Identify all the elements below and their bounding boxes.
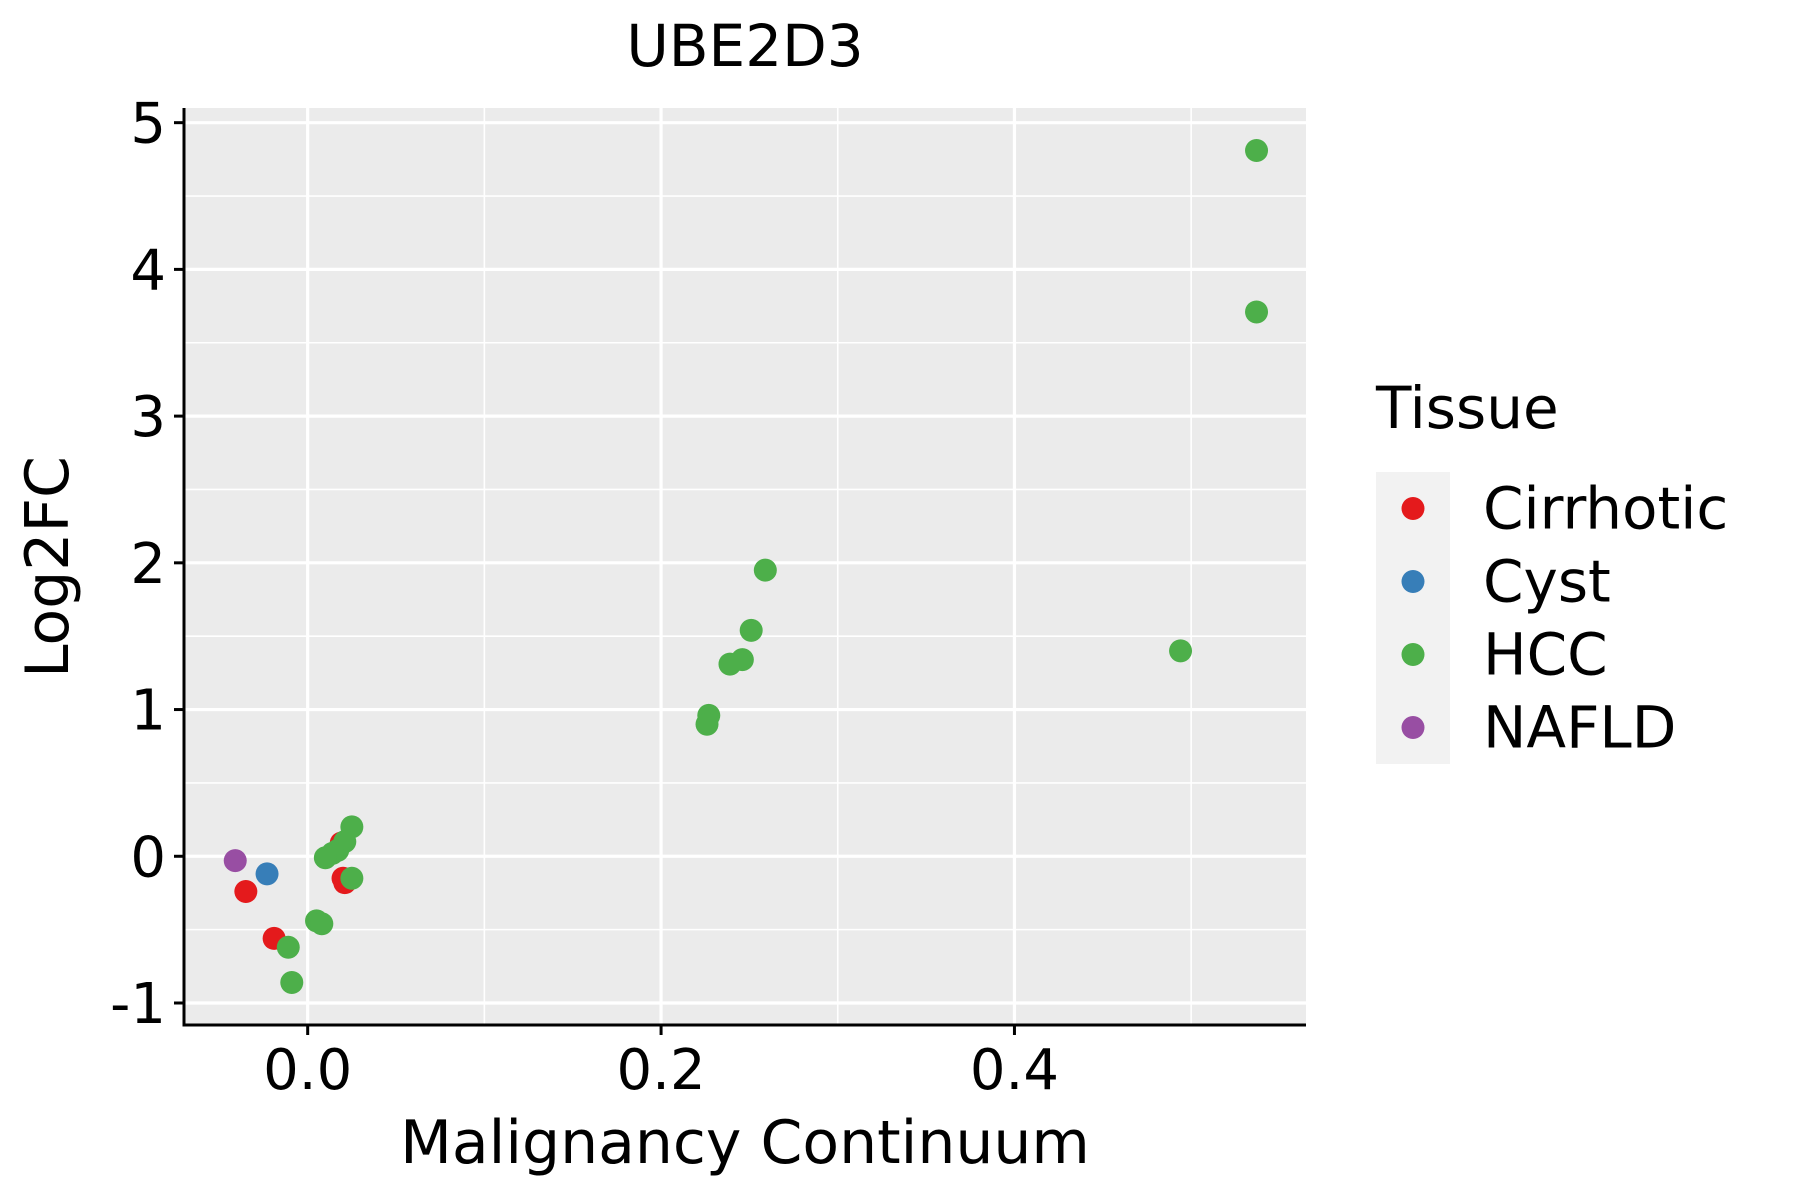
series-nafld	[223, 849, 247, 873]
legend-label-hcc: HCC	[1483, 621, 1608, 689]
legend-key-background	[1376, 472, 1450, 764]
data-point-hcc	[718, 652, 742, 676]
plot-panel	[184, 108, 1306, 1025]
data-point-hcc	[1169, 639, 1193, 663]
data-point-hcc	[340, 866, 364, 890]
x-tick-label: 0.0	[263, 1038, 352, 1103]
data-point-cyst	[255, 862, 279, 886]
data-point-hcc	[313, 846, 337, 870]
data-points	[223, 139, 1269, 994]
x-tick-label: 0.2	[617, 1038, 706, 1103]
y-tick-label: 3	[130, 385, 166, 450]
chart-title: UBE2D3	[626, 12, 863, 80]
series-hcc	[276, 139, 1269, 994]
y-tick-label: 2	[130, 532, 166, 597]
legend-key-hcc	[1401, 643, 1425, 666]
y-axis-label: Log2FC	[13, 456, 83, 678]
data-point-hcc	[1245, 139, 1269, 163]
y-tick-label: -1	[110, 972, 166, 1037]
y-tick-label: 1	[130, 679, 166, 744]
x-tick-label: 0.4	[970, 1038, 1059, 1103]
data-point-hcc	[280, 970, 304, 994]
data-point-hcc	[739, 618, 763, 642]
legend-label-cirrhotic: Cirrhotic	[1483, 475, 1728, 543]
legend-key-nafld	[1401, 716, 1425, 739]
data-point-hcc	[753, 558, 777, 582]
data-point-hcc	[276, 935, 300, 959]
legend-label-cyst: Cyst	[1483, 548, 1611, 616]
panel-background	[184, 108, 1306, 1025]
data-point-nafld	[223, 849, 247, 873]
legend-key-cyst	[1401, 570, 1425, 593]
y-tick-label: 0	[130, 825, 166, 890]
data-point-hcc	[695, 712, 719, 736]
data-point-hcc	[310, 912, 334, 936]
legend-title: Tissue	[1375, 374, 1559, 442]
data-point-cirrhotic	[234, 879, 258, 903]
legend-key-cirrhotic	[1401, 497, 1425, 520]
y-tick-label: 4	[130, 238, 166, 303]
axes: -1 0 1 2 3 4 5 0.0 0.2 0.4	[110, 92, 1306, 1103]
series-cyst	[255, 862, 279, 886]
data-point-hcc	[1245, 300, 1269, 324]
x-axis-label: Malignancy Continuum	[400, 1108, 1090, 1178]
grid-lines	[184, 108, 1306, 1025]
y-tick-label: 5	[130, 92, 166, 157]
legend-label-nafld: NAFLD	[1483, 694, 1676, 762]
